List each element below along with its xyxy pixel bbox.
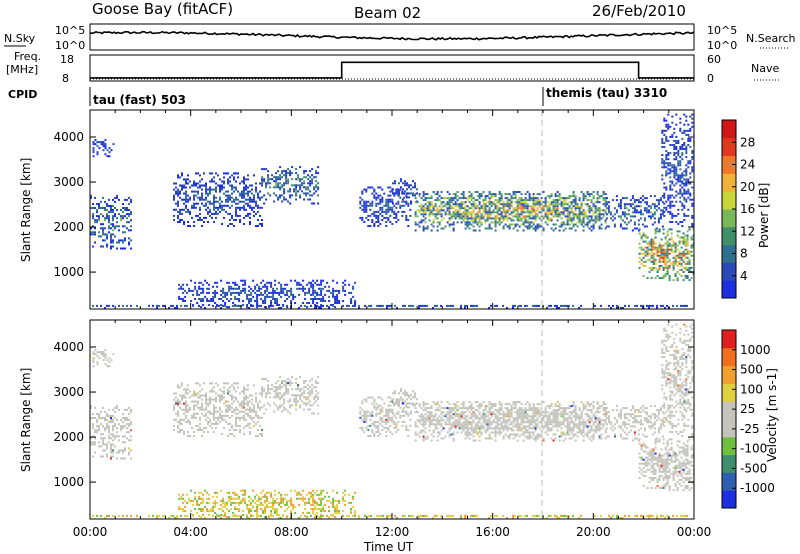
noise-panel: N.Sky 10^5 10^0 10^5 10^0 N.Search (4, 23, 796, 52)
noise-tick-top: 10^5 (55, 24, 85, 37)
colorbar-cell (722, 262, 736, 281)
power-panel: 1000 2000 3000 4000 Slant Range [km] (19, 109, 695, 310)
nave-tick-bottom: 0 (707, 72, 714, 85)
freq-label-line1: Freq. (14, 50, 41, 63)
velocity-ylabel: Slant Range [km] (19, 368, 33, 472)
cpid-row: CPID tau (fast) 503 themis (tau) 3310 (8, 86, 667, 107)
freq-tick-bottom: 8 (62, 72, 69, 85)
range-tick-label: 2000 (53, 430, 84, 444)
time-axis-label: Time UT (363, 540, 414, 554)
velocity-echoes (90, 323, 694, 519)
colorbar-tick-label: 100 (740, 382, 763, 396)
noise-tick-top-right: 10^5 (707, 24, 737, 37)
time-tick-label: 16:00 (475, 525, 510, 539)
colorbar-cell (722, 226, 736, 246)
time-tick-label: 00:00 (73, 525, 108, 539)
velocity-colorbar-label: Velocity [m s-1] (765, 368, 779, 462)
colorbar-tick-label: 24 (740, 158, 755, 172)
colorbar-cell (722, 347, 736, 367)
cpid-segment-2: themis (tau) 3310 (546, 86, 667, 100)
range-tick-label: 4000 (53, 130, 84, 144)
freq-label-line2: [MHz] (6, 63, 38, 76)
power-colorbar-label: Power [dB] (757, 183, 771, 248)
colorbar-tick-label: -1000 (740, 481, 775, 495)
cpid-segment-1: tau (fast) 503 (93, 93, 186, 107)
time-tick-label: 20:00 (576, 525, 611, 539)
freq-tick-top: 18 (60, 53, 74, 66)
nsearch-label: N.Search (746, 32, 796, 45)
colorbar-cell (722, 191, 736, 210)
colorbar-tick-label: 12 (740, 224, 755, 238)
cpid-label: CPID (8, 88, 37, 101)
colorbar-tick-label: 1000 (740, 343, 771, 357)
time-tick-label: 12:00 (375, 525, 410, 539)
nsky-label: N.Sky (4, 32, 36, 45)
range-tick-label: 2000 (53, 220, 84, 234)
colorbar-cell (722, 244, 736, 263)
colorbar-tick-label: 500 (740, 363, 763, 377)
frequency-panel: Freq. [MHz] 18 8 60 0 Nave (6, 50, 780, 85)
colorbar-tick-label: 4 (740, 269, 748, 283)
colorbar-cell (722, 137, 736, 157)
power-colorbar: 4 8 12 16 20 24 28 (721, 119, 755, 299)
colorbar-cell (722, 436, 736, 456)
colorbar-tick-label: -500 (740, 461, 767, 475)
range-tick-label: 3000 (53, 385, 84, 399)
range-tick-label: 3000 (53, 175, 84, 189)
beam-title: Beam 02 (354, 4, 421, 22)
colorbar-cell (722, 383, 736, 402)
colorbar-tick-label: -25 (740, 422, 760, 436)
station-title: Goose Bay (fitACF) (92, 0, 233, 18)
frequency-line (90, 61, 694, 79)
time-tick-label: 00:00 (677, 525, 712, 539)
colorbar-cell (722, 120, 736, 139)
power-echoes (90, 113, 694, 309)
nave-label: Nave (751, 62, 779, 75)
velocity-colorbar: 1000 500 100 25 -25 -100 -500 -1000 (721, 329, 775, 509)
power-ylabel: Slant Range [km] (19, 158, 33, 262)
colorbar-cell (722, 454, 736, 473)
colorbar-tick-label: 8 (740, 247, 748, 261)
colorbar-tick-label: 25 (740, 402, 755, 416)
range-tick-label: 4000 (53, 340, 84, 354)
colorbar-cell (722, 472, 736, 491)
noise-line (89, 30, 695, 41)
colorbar-tick-label: -100 (740, 442, 767, 456)
colorbar-tick-label: 28 (740, 135, 755, 149)
colorbar-cell (722, 209, 736, 228)
range-tick-label: 1000 (53, 265, 84, 279)
colorbar-tick-label: 20 (740, 180, 755, 194)
colorbar-cell (722, 173, 736, 192)
colorbar-cell (722, 155, 736, 174)
time-tick-label: 08:00 (274, 525, 309, 539)
date-title: 26/Feb/2010 (592, 2, 686, 20)
frequency-trace (90, 61, 694, 80)
range-tick-label: 1000 (53, 475, 84, 489)
colorbar-cell (722, 330, 736, 349)
noise-trace (89, 30, 695, 41)
nave-tick-top: 60 (707, 53, 721, 66)
velocity-panel: 1000 2000 3000 4000 00:00 04:00 08:00 12:00 16:0… (19, 319, 712, 554)
noise-tick-bottom-right: 10^0 (707, 39, 737, 52)
time-tick-label: 04:00 (173, 525, 208, 539)
colorbar-cell (722, 365, 736, 384)
colorbar-cell (722, 490, 736, 509)
colorbar-cell (722, 280, 736, 299)
noise-tick-bottom: 10^0 (55, 39, 85, 52)
colorbar-cell (722, 419, 736, 438)
colorbar-tick-label: 16 (740, 202, 755, 216)
colorbar-cell (722, 401, 736, 420)
